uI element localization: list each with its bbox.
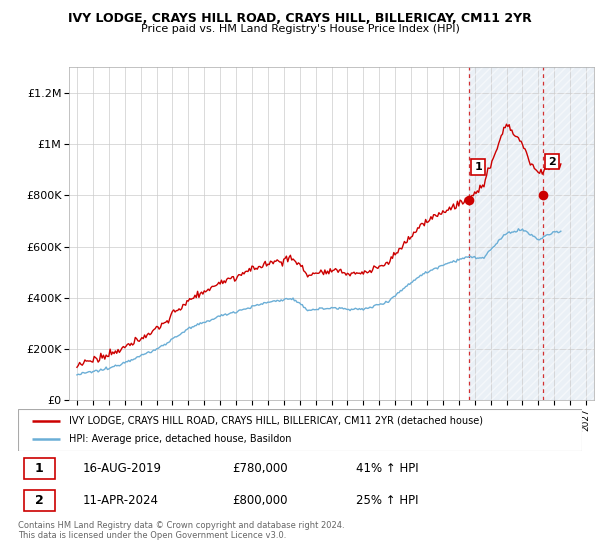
- Text: 41% ↑ HPI: 41% ↑ HPI: [356, 462, 419, 475]
- Text: IVY LODGE, CRAYS HILL ROAD, CRAYS HILL, BILLERICAY, CM11 2YR (detached house): IVY LODGE, CRAYS HILL ROAD, CRAYS HILL, …: [69, 416, 483, 426]
- Text: 16-AUG-2019: 16-AUG-2019: [83, 462, 162, 475]
- Text: £780,000: £780,000: [232, 462, 288, 475]
- Bar: [23, 458, 55, 479]
- Text: Price paid vs. HM Land Registry's House Price Index (HPI): Price paid vs. HM Land Registry's House …: [140, 24, 460, 34]
- Text: 2: 2: [35, 494, 44, 507]
- Text: 1: 1: [35, 462, 44, 475]
- Text: 2: 2: [548, 157, 556, 166]
- Bar: [469, 67, 594, 400]
- Text: 1: 1: [474, 162, 482, 172]
- Text: 25% ↑ HPI: 25% ↑ HPI: [356, 494, 419, 507]
- Text: HPI: Average price, detached house, Basildon: HPI: Average price, detached house, Basi…: [69, 434, 291, 444]
- Bar: [469, 67, 594, 400]
- Text: £800,000: £800,000: [232, 494, 288, 507]
- Bar: [23, 491, 55, 511]
- Text: Contains HM Land Registry data © Crown copyright and database right 2024.
This d: Contains HM Land Registry data © Crown c…: [18, 521, 344, 540]
- Text: 11-APR-2024: 11-APR-2024: [83, 494, 159, 507]
- Text: IVY LODGE, CRAYS HILL ROAD, CRAYS HILL, BILLERICAY, CM11 2YR: IVY LODGE, CRAYS HILL ROAD, CRAYS HILL, …: [68, 12, 532, 25]
